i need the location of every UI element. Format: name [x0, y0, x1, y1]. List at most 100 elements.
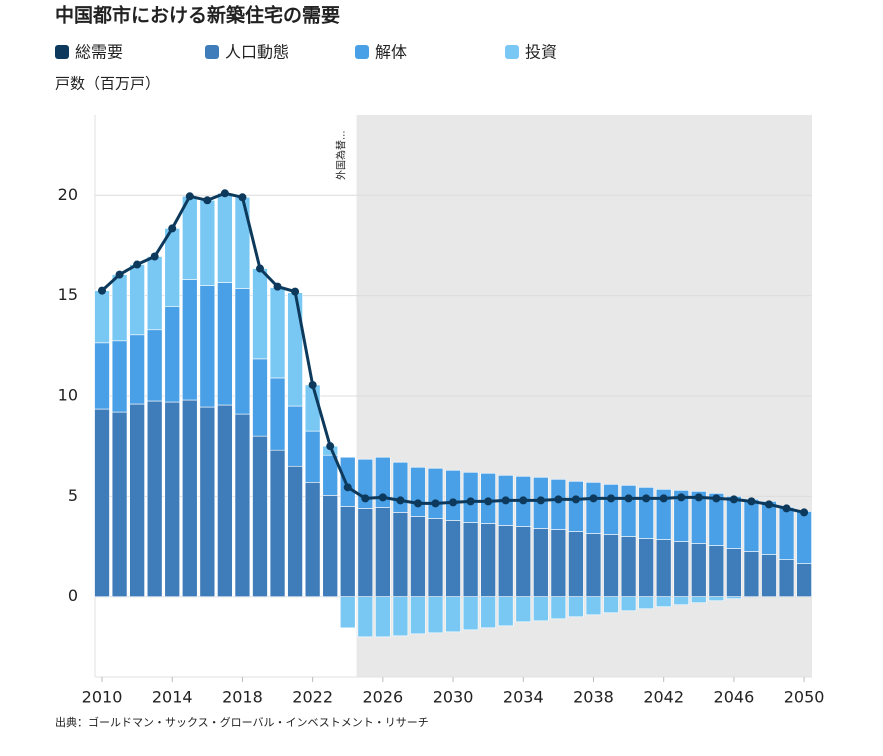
annotation: 外国為替...	[335, 130, 348, 180]
bar	[304, 482, 321, 598]
bar	[392, 461, 409, 513]
legend-swatch	[505, 45, 519, 59]
bar	[182, 399, 198, 598]
bar	[164, 401, 180, 598]
point	[449, 498, 458, 507]
legend-label: 投資	[525, 43, 557, 62]
bar	[655, 596, 672, 608]
point	[694, 493, 703, 502]
point	[185, 192, 194, 201]
bar	[655, 489, 672, 540]
point	[115, 270, 124, 279]
bar	[392, 596, 409, 637]
x-tick-label: 2038	[573, 688, 614, 707]
bar	[357, 508, 374, 598]
x-tick-label: 2014	[152, 688, 193, 707]
y-tick-label: 0	[68, 586, 78, 605]
bar	[585, 596, 602, 616]
bar	[726, 548, 742, 598]
bar	[568, 531, 584, 598]
bar	[146, 329, 163, 402]
bar	[146, 256, 163, 331]
bar	[164, 228, 180, 307]
bar	[497, 596, 514, 627]
point	[571, 495, 580, 504]
bar	[603, 596, 619, 614]
bar	[585, 533, 602, 598]
bar	[287, 465, 303, 598]
bar	[445, 520, 461, 598]
bar	[550, 529, 567, 598]
bar	[427, 518, 444, 598]
x-tick-label: 2026	[362, 688, 403, 707]
point	[642, 494, 651, 503]
bar	[94, 342, 110, 410]
point	[255, 264, 264, 273]
x-tick-label: 2022	[292, 688, 333, 707]
point	[168, 224, 177, 233]
legend-swatch	[205, 45, 219, 59]
bar	[252, 358, 268, 437]
bar	[778, 559, 795, 598]
y-tick-label: 5	[68, 486, 78, 505]
bar	[462, 522, 479, 598]
point	[624, 494, 633, 503]
point	[782, 504, 791, 513]
bar	[111, 274, 128, 342]
x-tick-label: 2010	[82, 688, 123, 707]
bar	[410, 596, 426, 635]
point	[484, 497, 493, 506]
bar	[620, 485, 637, 537]
bar	[743, 499, 760, 552]
point	[519, 496, 528, 505]
point	[98, 286, 107, 295]
bar	[708, 545, 725, 598]
bar	[673, 541, 689, 598]
bar	[269, 449, 286, 598]
chart-title: 中国都市における新築住宅の需要	[55, 4, 340, 27]
bar	[269, 287, 286, 379]
legend-label: 総需要	[75, 43, 123, 62]
bar	[480, 523, 496, 598]
bar	[94, 290, 110, 344]
legend-label: 人口動態	[225, 43, 289, 62]
bar	[287, 405, 303, 467]
bar	[111, 340, 128, 413]
point	[431, 499, 440, 508]
bar	[708, 493, 725, 546]
bar	[322, 495, 338, 598]
bar	[375, 507, 391, 598]
bar	[252, 435, 268, 598]
bar	[726, 496, 742, 549]
point	[501, 496, 510, 505]
bar	[129, 264, 145, 336]
bar	[217, 192, 233, 283]
bar	[620, 596, 637, 612]
bar	[480, 596, 496, 629]
bar	[673, 490, 689, 542]
bar	[287, 292, 303, 407]
bar	[410, 516, 426, 598]
bar	[691, 543, 707, 598]
bar	[568, 596, 584, 618]
bar	[533, 528, 549, 598]
point	[291, 287, 300, 296]
y-tick-label: 10	[58, 386, 78, 405]
point	[326, 442, 335, 451]
bar	[375, 596, 391, 638]
bar	[515, 526, 532, 598]
bar	[339, 456, 356, 507]
bar	[550, 596, 567, 620]
bar	[462, 596, 479, 631]
bar	[445, 596, 461, 633]
point	[238, 193, 247, 202]
bar	[427, 596, 444, 634]
bar	[761, 501, 777, 555]
x-tick-label: 2030	[433, 688, 474, 707]
bar	[796, 563, 812, 598]
bar	[199, 200, 216, 286]
bar	[761, 554, 777, 598]
bar	[585, 482, 602, 534]
bar	[691, 491, 707, 544]
